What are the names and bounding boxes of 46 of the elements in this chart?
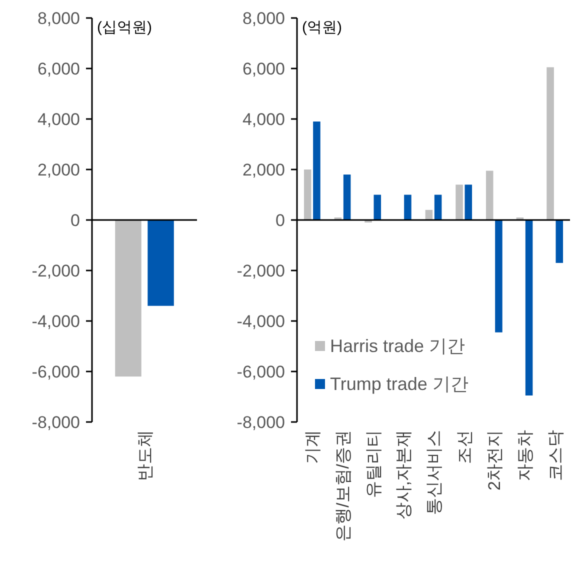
y-axis-title: (십억원) [97,19,152,36]
y-tick-label: -2,000 [236,262,285,280]
y-tick-label: -6,000 [236,362,285,382]
bar [404,194,412,220]
y-tick-label: 6,000 [37,60,80,78]
y-tick-label: 0 [70,211,80,230]
x-tick-label: 유틸리티 [364,430,383,498]
y-tick-label: 8,000 [37,9,80,28]
bar [374,194,382,220]
y-tick-label: 6,000 [242,60,285,78]
bar [464,184,472,220]
legend-label: Trump trade 기간 [330,374,468,394]
bar [434,194,442,220]
x-tick-label: 기계 [303,430,322,464]
y-tick-label: -4,000 [32,312,80,331]
y-tick-label: -2,000 [32,262,80,280]
x-tick-label: 반도체 [136,430,154,481]
bar [425,210,433,220]
y-tick-label: -6,000 [32,362,80,382]
y-tick-label: 0 [276,211,285,230]
x-tick-label: 상사,자본재 [394,430,414,520]
legend-label: Harris trade 기간 [330,336,466,356]
y-tick-label: 2,000 [242,160,285,180]
y-tick-label: -8,000 [236,413,285,432]
y-tick-label: 2,000 [37,160,80,180]
x-tick-label: 은행/보험/증권 [334,430,352,542]
bar [313,122,320,220]
y-tick-label: -4,000 [236,312,285,331]
bar [343,174,351,220]
bar [495,220,502,332]
bar [546,67,554,220]
x-tick-label: 통신서비스 [424,430,444,515]
bar [525,220,533,396]
y-tick-label: 8,000 [242,9,285,28]
x-tick-label: 조선 [454,430,474,464]
y-tick-label: -8,000 [32,413,80,432]
x-tick-label: 자동차 [516,430,534,481]
y-tick-label: 4,000 [242,110,285,129]
bar [556,220,564,263]
bar [486,170,494,220]
y-tick-label: 4,000 [37,110,80,129]
bar [304,170,312,220]
x-tick-label: 2차전지 [485,430,504,490]
bar [456,184,463,220]
y-axis-title: (억원) [302,19,342,36]
x-tick-label: 코스닥 [546,430,565,481]
